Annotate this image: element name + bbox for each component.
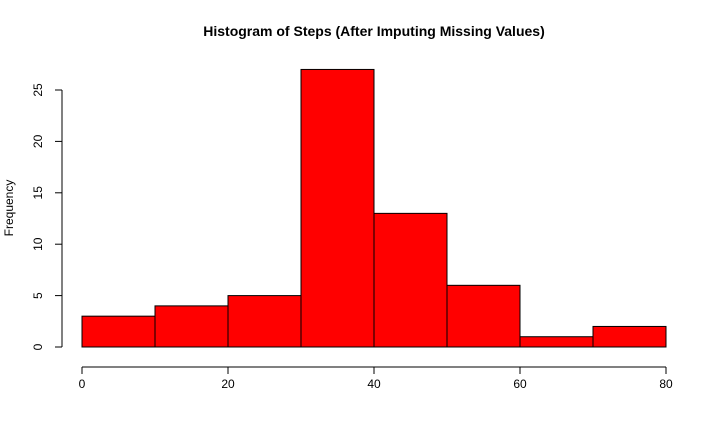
chart-title: Histogram of Steps (After Imputing Missi…	[203, 23, 544, 39]
y-tick-label-25: 25	[31, 83, 45, 97]
histogram-bar-2	[227, 295, 302, 348]
histogram-bar-3	[300, 68, 375, 348]
histogram-bar-5	[446, 284, 521, 348]
x-tick-label-0: 0	[79, 377, 86, 391]
y-tick-label-10: 10	[31, 237, 45, 251]
histogram-bar-1	[154, 305, 229, 348]
y-tick-label-0: 0	[31, 343, 45, 350]
x-tick-label-60: 60	[513, 377, 527, 391]
y-axis: 0 5 10 15 20 25	[31, 83, 63, 350]
y-tick-label-20: 20	[31, 134, 45, 148]
histogram-bar-7	[592, 325, 667, 348]
bars-group	[81, 68, 667, 348]
y-tick-label-5: 5	[31, 292, 45, 299]
y-axis-label: Frequency	[2, 180, 16, 237]
histogram-bar-4	[373, 212, 448, 348]
x-tick-label-80: 80	[659, 377, 673, 391]
y-tick-label-15: 15	[31, 186, 45, 200]
histogram-bar-0	[81, 315, 156, 348]
x-tick-label-40: 40	[367, 377, 381, 391]
x-axis: 0 20 40 60 80	[79, 366, 673, 391]
histogram-bar-6	[519, 336, 594, 348]
x-tick-label-20: 20	[221, 377, 235, 391]
